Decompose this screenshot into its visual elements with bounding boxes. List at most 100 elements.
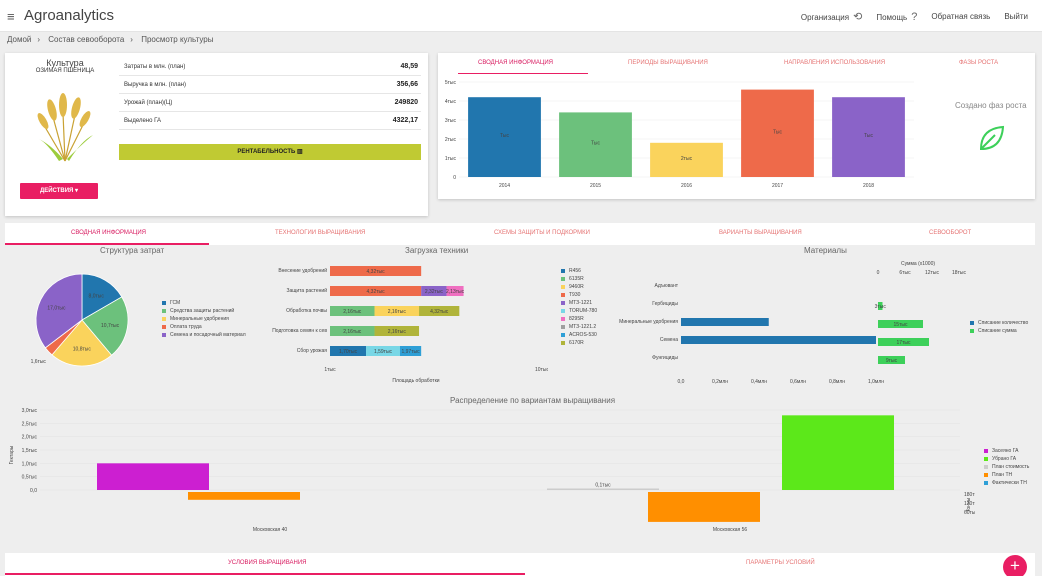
legend-swatch bbox=[561, 317, 565, 321]
legend-label: T930 bbox=[569, 292, 581, 298]
logout-link[interactable]: Выйти bbox=[1004, 12, 1028, 21]
bar-label: 15тыс bbox=[894, 322, 908, 328]
bottom-tick-label: 0,6млн bbox=[790, 379, 806, 385]
legend-item[interactable]: 6170R bbox=[561, 339, 597, 347]
machinery-chart: Внесение удобрений 4,32тыс Защита растений… bbox=[272, 266, 548, 384]
help-icon[interactable]: ? bbox=[911, 10, 918, 23]
legend-item[interactable]: Минеральные удобрения bbox=[162, 315, 246, 323]
breadcrumb-rotation[interactable]: Состав севооборота bbox=[48, 35, 125, 44]
summary-tabs: СВОДНАЯ ИНФОРМАЦИЯ ПЕРИОДЫ ВЫРАЩИВАНИЯ Н… bbox=[438, 58, 1035, 74]
x-axis-label: Площадь обработки bbox=[392, 378, 439, 384]
y-tick-label: 2,0тыс bbox=[22, 435, 38, 441]
bar-segment-T930 bbox=[330, 266, 422, 276]
tab-summary[interactable]: СВОДНАЯ ИНФОРМАЦИЯ bbox=[478, 60, 553, 66]
y-tick-label: 4тыс bbox=[445, 99, 457, 105]
bar-label: 2,16тыс bbox=[343, 309, 362, 315]
bar-label: Тыс bbox=[500, 133, 509, 139]
category-label: Обработка почвы bbox=[286, 308, 327, 314]
legend-item[interactable]: Оплата труда bbox=[162, 323, 246, 331]
help-link[interactable]: Помощь? bbox=[876, 11, 917, 23]
legend-item[interactable]: Списание количество bbox=[970, 319, 1028, 327]
legend-swatch bbox=[970, 321, 974, 325]
bar-label: 2тыс bbox=[681, 156, 693, 162]
y2-axis-label: Тонны bbox=[966, 497, 972, 512]
legend-swatch bbox=[561, 301, 565, 305]
legend-label: Фактически ТН bbox=[992, 480, 1027, 486]
legend-label: ТОRUM-780 bbox=[569, 308, 598, 314]
top-nav: Организация ⟲ Помощь? Обратная связь Выйт… bbox=[801, 10, 1028, 24]
machinery-legend: R456 6135R 9460R T930 МТЗ-1221 ТОRUM-780 8295R… bbox=[561, 267, 597, 347]
stat-row: Урожай (план)(Ц) 249820 bbox=[119, 94, 421, 112]
legend-swatch bbox=[561, 333, 565, 337]
bar-План стоимость bbox=[547, 488, 659, 490]
pie-slice-label: 17,0тыс bbox=[47, 305, 66, 311]
legend-item[interactable]: 9460R bbox=[561, 283, 597, 291]
legend-item[interactable]: Списание сумма bbox=[970, 327, 1028, 335]
legend-label: 8295R bbox=[569, 316, 584, 322]
bar-label: 2,16тыс bbox=[388, 329, 407, 335]
app-title[interactable]: Agroanalytics bbox=[24, 7, 115, 24]
legend-item[interactable]: ACROS-530 bbox=[561, 331, 597, 339]
breadcrumb-home[interactable]: Домой bbox=[7, 35, 32, 44]
legend-item[interactable]: ТОRUM-780 bbox=[561, 307, 597, 315]
legend-item[interactable]: Семена и посадочный материал bbox=[162, 331, 246, 339]
legend-item[interactable]: T930 bbox=[561, 291, 597, 299]
tab-phases[interactable]: ФАЗЫ РОСТА bbox=[959, 60, 999, 66]
stat-label: Выделено ГА bbox=[124, 118, 161, 124]
bar-segment-9460R bbox=[374, 306, 420, 316]
pie-slice-0 bbox=[81, 273, 123, 321]
legend-item[interactable]: 8295R bbox=[561, 315, 597, 323]
legend-item[interactable]: Фактически ТН bbox=[984, 479, 1029, 487]
legend-swatch bbox=[984, 449, 988, 453]
legend-item[interactable]: R456 bbox=[561, 267, 597, 275]
tab-rotation[interactable]: СЕВООБОРОТ bbox=[929, 230, 972, 236]
tab-periods[interactable]: ПЕРИОДЫ ВЫРАЩИВАНИЯ bbox=[628, 60, 708, 66]
tab-conditions[interactable]: УСЛОВИЯ ВЫРАЩИВАНИЯ bbox=[228, 560, 307, 566]
legend-label: Списание сумма bbox=[978, 328, 1017, 334]
tab-usage[interactable]: НАПРАВЛЕНИЯ ИСПОЛЬЗОВАНИЯ bbox=[784, 60, 886, 66]
leaf-icon bbox=[979, 125, 1005, 151]
category-label: Минеральные удобрения bbox=[619, 319, 678, 325]
legend-item[interactable]: Засеяно ГА bbox=[984, 447, 1029, 455]
tab-technologies[interactable]: ТЕХНОЛОГИИ ВЫРАЩИВАНИЯ bbox=[275, 230, 366, 236]
active-tab-indicator bbox=[5, 243, 209, 245]
phases-note: Создано фаз роста bbox=[955, 101, 1027, 110]
legend-item[interactable]: МТЗ-1221.2 bbox=[561, 323, 597, 331]
legend-item[interactable]: ГСМ bbox=[162, 299, 246, 307]
stat-label: Урожай (план)(Ц) bbox=[124, 100, 173, 106]
stat-value: 48,59 bbox=[400, 63, 418, 70]
bar-2014 bbox=[468, 97, 541, 177]
pie-slice-label: 8,0тыс bbox=[89, 293, 105, 299]
legend-item[interactable]: Убрано ГА bbox=[984, 455, 1029, 463]
bar-label: 2,13тыс bbox=[446, 289, 465, 295]
rentability-label: РЕНТАБЕЛЬНОСТЬ bbox=[237, 149, 296, 155]
cost-pie-chart: 8,0тыс 10,7тыс 10,8тыс 1,6тыс 17,0тыс bbox=[31, 273, 129, 367]
breadcrumb-current: Просмотр культуры bbox=[141, 35, 214, 44]
tab-summary-2[interactable]: СВОДНАЯ ИНФОРМАЦИЯ bbox=[71, 230, 146, 236]
pie-slice-2 bbox=[51, 319, 113, 367]
x-tick-label: 2014 bbox=[499, 183, 510, 189]
legend-label: Средства защиты растений bbox=[170, 308, 235, 314]
x-tick-label: 2018 bbox=[863, 183, 874, 189]
menu-icon[interactable]: ≡ bbox=[7, 9, 15, 24]
add-button[interactable]: + bbox=[1003, 555, 1027, 576]
tab-protection[interactable]: СХЕМЫ ЗАЩИТЫ И ПОДКОРМКИ bbox=[494, 230, 590, 236]
legend-item[interactable]: МТЗ-1221 bbox=[561, 299, 597, 307]
caret-down-icon: ▾ bbox=[75, 188, 79, 194]
tab-variants[interactable]: ВАРИАНТЫ ВЫРАЩИВАНИЯ bbox=[719, 230, 802, 236]
refresh-icon[interactable]: ⟲ bbox=[853, 11, 863, 23]
tab-condition-params[interactable]: ПАРАМЕТРЫ УСЛОВИЙ bbox=[746, 560, 815, 566]
pie-slice-label: 10,7тыс bbox=[101, 323, 120, 329]
legend-item[interactable]: 6135R bbox=[561, 275, 597, 283]
legend-item[interactable]: План ТН bbox=[984, 471, 1029, 479]
rentability-button[interactable]: РЕНТАБЕЛЬНОСТЬ ▥ bbox=[119, 144, 421, 160]
legend-item[interactable]: План стоимость bbox=[984, 463, 1029, 471]
y-tick-label: 1,5тыс bbox=[22, 448, 38, 454]
bar-segment-6170R bbox=[374, 326, 420, 336]
bar-sum bbox=[878, 320, 923, 328]
legend-item[interactable]: Средства защиты растений bbox=[162, 307, 246, 315]
actions-button[interactable]: ДЕЙСТВИЯ ▾ bbox=[20, 183, 98, 199]
legend-swatch bbox=[561, 277, 565, 281]
feedback-link[interactable]: Обратная связь bbox=[931, 12, 991, 21]
org-link[interactable]: Организация ⟲ bbox=[801, 10, 862, 23]
